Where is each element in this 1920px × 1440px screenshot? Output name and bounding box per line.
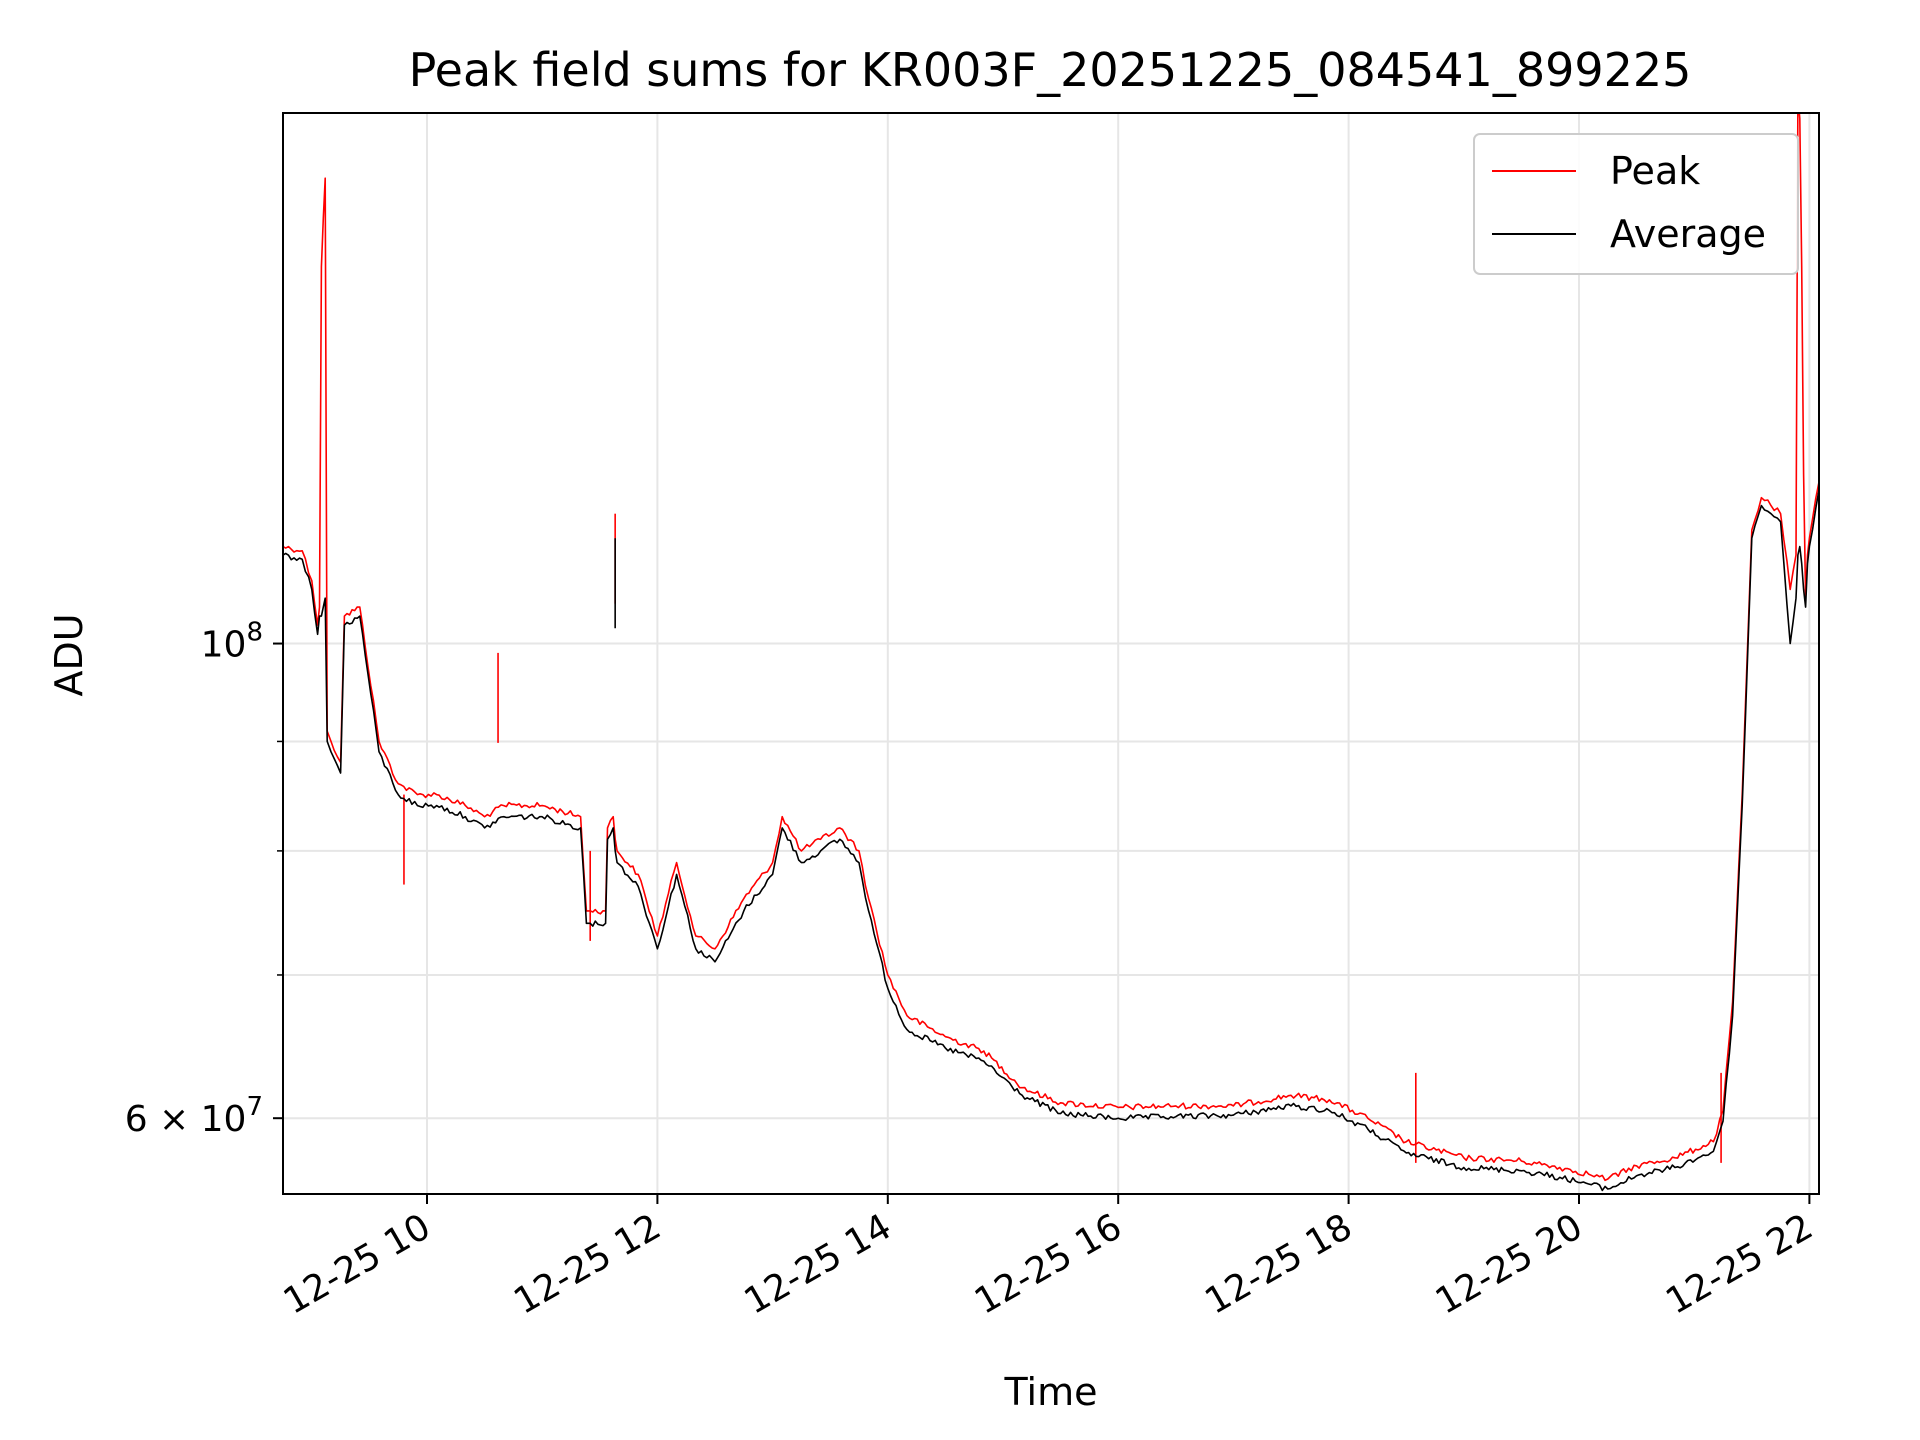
chart-title: Peak field sums for KR003F_20251225_0845… (409, 43, 1692, 97)
series-line-peak (283, 113, 1819, 1182)
legend-box (1473, 133, 1799, 275)
legend: Peak Average (1473, 133, 1799, 275)
grid-lines (283, 113, 1819, 1194)
legend-label-average: Average (1610, 212, 1766, 256)
plot-area (283, 113, 1819, 1192)
series-line-average (283, 489, 1819, 1192)
legend-label-peak: Peak (1610, 149, 1700, 193)
y-axis-ticks: 6 × 107 108 (125, 618, 283, 1140)
x-axis-label: Time (1004, 1370, 1098, 1414)
y-axis-label: ADU (47, 613, 91, 696)
y-tick-label: 6 × 107 (125, 1092, 263, 1140)
y-tick-label: 108 (201, 618, 263, 666)
plot-frame (282, 112, 1820, 1195)
